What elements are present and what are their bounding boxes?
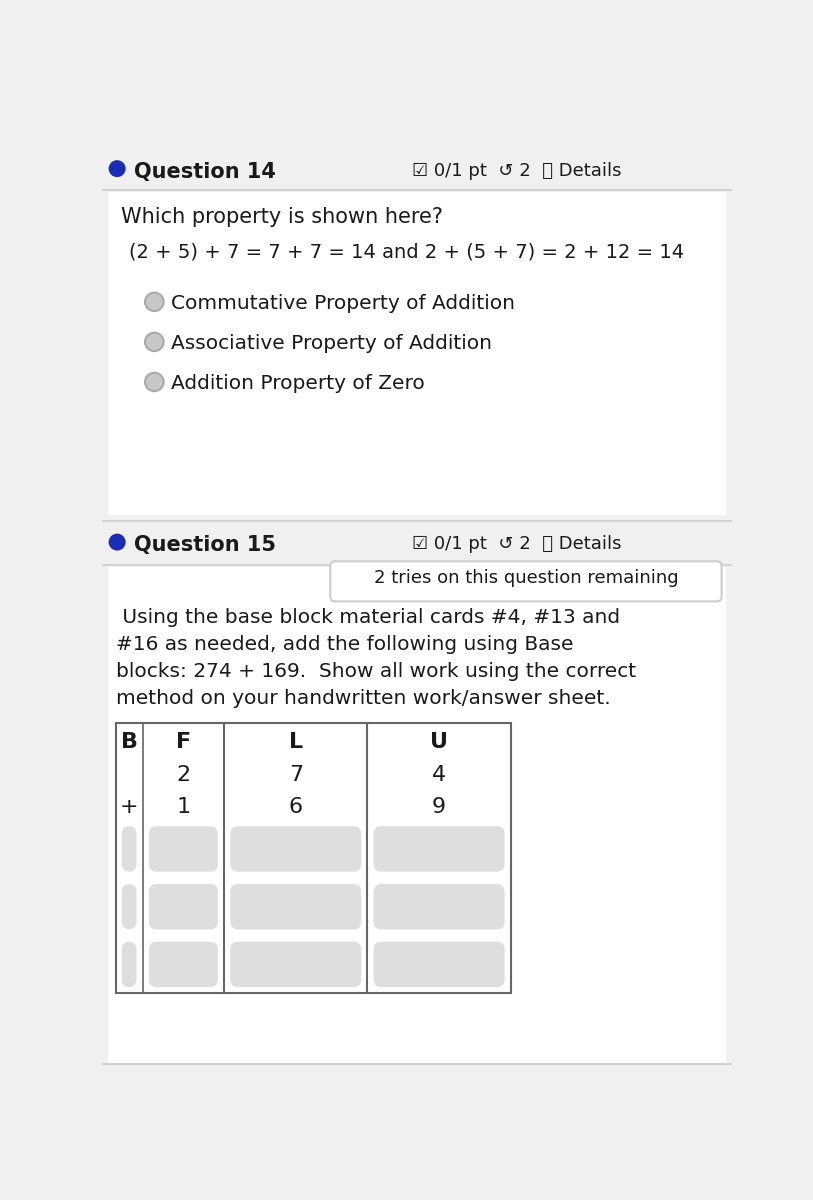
Bar xyxy=(115,724,511,994)
Text: Addition Property of Zero: Addition Property of Zero xyxy=(172,374,425,394)
Text: Question 15: Question 15 xyxy=(134,535,276,556)
Text: ☑ 0/1 pt  ↺ 2  ⓘ Details: ☑ 0/1 pt ↺ 2 ⓘ Details xyxy=(411,162,621,180)
Text: (2 + 5) + 7 = 7 + 7 = 14 and 2 + (5 + 7) = 2 + 12 = 14: (2 + 5) + 7 = 7 + 7 = 14 and 2 + (5 + 7)… xyxy=(128,242,684,262)
Text: +: + xyxy=(120,797,138,817)
Text: L: L xyxy=(289,732,302,752)
FancyBboxPatch shape xyxy=(374,942,505,988)
Text: Question 14: Question 14 xyxy=(134,162,276,181)
Circle shape xyxy=(145,373,163,391)
Text: B: B xyxy=(120,732,137,752)
Text: 2: 2 xyxy=(176,764,190,785)
Text: blocks: 274 + 169.  Show all work using the correct: blocks: 274 + 169. Show all work using t… xyxy=(115,662,636,682)
Text: 6: 6 xyxy=(289,797,302,817)
Text: 1: 1 xyxy=(176,797,190,817)
Text: U: U xyxy=(430,732,448,752)
FancyBboxPatch shape xyxy=(230,942,361,988)
Text: ☑ 0/1 pt  ↺ 2  ⓘ Details: ☑ 0/1 pt ↺ 2 ⓘ Details xyxy=(411,535,621,553)
Text: 4: 4 xyxy=(432,764,446,785)
Circle shape xyxy=(109,160,126,178)
Text: Which property is shown here?: Which property is shown here? xyxy=(121,208,443,227)
FancyBboxPatch shape xyxy=(374,884,505,929)
Text: Using the base block material cards #4, #13 and: Using the base block material cards #4, … xyxy=(115,608,620,628)
Text: Associative Property of Addition: Associative Property of Addition xyxy=(172,334,493,353)
FancyBboxPatch shape xyxy=(374,827,505,871)
Text: 2 tries on this question remaining: 2 tries on this question remaining xyxy=(374,569,678,587)
Text: Commutative Property of Addition: Commutative Property of Addition xyxy=(172,294,515,313)
Bar xyxy=(108,566,725,1063)
Circle shape xyxy=(145,293,163,311)
Text: 7: 7 xyxy=(289,764,302,785)
FancyBboxPatch shape xyxy=(122,827,137,871)
Text: F: F xyxy=(176,732,191,752)
Text: #16 as needed, add the following using Base: #16 as needed, add the following using B… xyxy=(115,635,573,654)
FancyBboxPatch shape xyxy=(330,562,722,601)
Circle shape xyxy=(109,534,126,551)
FancyBboxPatch shape xyxy=(149,884,218,929)
Bar xyxy=(108,192,725,515)
FancyBboxPatch shape xyxy=(230,827,361,871)
FancyBboxPatch shape xyxy=(122,884,137,929)
Text: method on your handwritten work/answer sheet.: method on your handwritten work/answer s… xyxy=(115,689,611,708)
Text: 9: 9 xyxy=(432,797,446,817)
FancyBboxPatch shape xyxy=(149,827,218,871)
FancyBboxPatch shape xyxy=(149,942,218,988)
FancyBboxPatch shape xyxy=(122,942,137,988)
FancyBboxPatch shape xyxy=(230,884,361,929)
Circle shape xyxy=(145,332,163,352)
